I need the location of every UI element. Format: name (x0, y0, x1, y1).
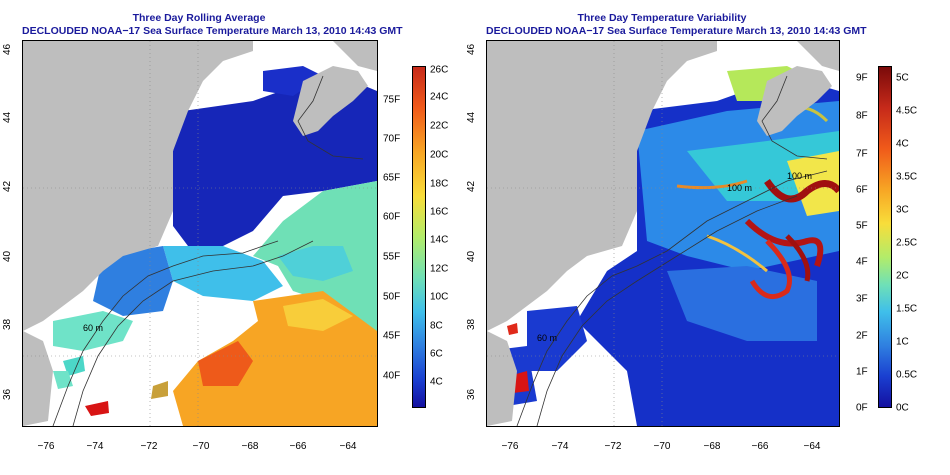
right-x-tick-label: −68 (703, 441, 721, 452)
left-colorbar-c-label: 26C (430, 64, 449, 76)
right-colorbar-c-label: 1.5C (896, 303, 918, 315)
left-colorbar-c-label: 18C (430, 178, 449, 190)
right-colorbar-c-label: 4C (896, 138, 909, 150)
left-x-tick-label: −70 (192, 441, 210, 452)
left-colorbar-f-label: 70F (383, 133, 401, 145)
left-y-tick-label: 36 (2, 388, 13, 400)
left-y-tick-label: 42 (2, 180, 13, 192)
right-map-title-line1: Three Day Temperature Variability (577, 12, 747, 24)
right-y-tick-label: 38 (466, 318, 477, 330)
right-x-tick-label: −74 (551, 441, 569, 452)
left-colorbar-c-label: 6C (430, 348, 443, 360)
left-colorbar-c-label: 12C (430, 263, 449, 275)
left-colorbar-f-label: 45F (383, 330, 401, 342)
right-colorbar-f-label: 9F (856, 72, 868, 84)
left-x-tick-label: −74 (86, 441, 104, 452)
left-sst-map-graphic: 60 m (23, 41, 377, 426)
right-colorbar-c-label: 2.5C (896, 237, 918, 249)
right-colorbar-c-label: 2C (896, 270, 909, 282)
right-colorbar-c-label: 4.5C (896, 105, 918, 117)
right-colorbar-c-label: 0C (896, 402, 909, 414)
right-variability-map-graphic: 100 m 100 m 60 m (487, 41, 839, 426)
right-colorbar-f-label: 3F (856, 293, 868, 305)
right-contour-label-2: 100 m (787, 171, 812, 181)
left-colorbar-c-label: 10C (430, 291, 449, 303)
right-colorbar-c-label: 0.5C (896, 369, 918, 381)
right-colorbar-c-label: 3C (896, 204, 909, 216)
right-colorbar-f-label: 1F (856, 366, 868, 378)
left-sst-map: 60 m (22, 40, 378, 427)
right-y-tick-label: 46 (466, 43, 477, 55)
right-x-tick-label: −64 (803, 441, 821, 452)
left-map-title-line2: DECLOUDED NOAA−17 Sea Surface Temperatur… (22, 25, 403, 37)
right-colorbar-c-label: 1C (896, 336, 909, 348)
left-colorbar-f-label: 40F (383, 370, 401, 382)
left-y-tick-label: 40 (2, 250, 13, 262)
left-colorbar-f-label: 60F (383, 211, 401, 223)
left-y-tick-label: 38 (2, 318, 13, 330)
right-variability-map: 100 m 100 m 60 m (486, 40, 840, 427)
right-x-tick-label: −66 (751, 441, 769, 452)
right-x-tick-label: −72 (604, 441, 622, 452)
left-x-tick-label: −68 (241, 441, 259, 452)
right-colorbar-f-label: 7F (856, 148, 868, 160)
right-colorbar-f-label: 5F (856, 220, 868, 232)
right-map-title: Three Day Temperature Variability DECLOU… (486, 12, 867, 38)
left-colorbar-c-label: 8C (430, 320, 443, 332)
right-colorbar (878, 66, 892, 408)
left-colorbar-c-label: 4C (430, 376, 443, 388)
left-colorbar-f-label: 75F (383, 94, 401, 106)
left-colorbar-c-label: 20C (430, 149, 449, 161)
right-colorbar-f-label: 0F (856, 402, 868, 414)
right-colorbar-f-label: 6F (856, 184, 868, 196)
left-colorbar-f-label: 50F (383, 291, 401, 303)
left-x-tick-label: −64 (339, 441, 357, 452)
right-colorbar-f-label: 2F (856, 330, 868, 342)
left-colorbar-c-label: 14C (430, 234, 449, 246)
left-colorbar (412, 66, 426, 408)
left-x-tick-label: −72 (140, 441, 158, 452)
right-colorbar-c-label: 5C (896, 72, 909, 84)
right-colorbar-f-label: 4F (856, 256, 868, 268)
right-colorbar-c-label: 3.5C (896, 171, 918, 183)
left-map-title: Three Day Rolling Average DECLOUDED NOAA… (22, 12, 403, 38)
right-x-tick-label: −70 (653, 441, 671, 452)
right-x-tick-label: −76 (501, 441, 519, 452)
left-x-tick-label: −66 (289, 441, 307, 452)
left-map-title-line1: Three Day Rolling Average (132, 12, 266, 24)
left-y-tick-label: 44 (2, 111, 13, 123)
right-y-tick-label: 36 (466, 388, 477, 400)
left-colorbar-f-label: 55F (383, 251, 401, 263)
left-x-tick-label: −76 (37, 441, 55, 452)
right-colorbar-f-label: 8F (856, 110, 868, 122)
right-y-tick-label: 42 (466, 180, 477, 192)
left-colorbar-c-label: 24C (430, 91, 449, 103)
right-y-tick-label: 40 (466, 250, 477, 262)
left-y-tick-label: 46 (2, 43, 13, 55)
left-colorbar-c-label: 16C (430, 206, 449, 218)
right-y-tick-label: 44 (466, 111, 477, 123)
right-contour-label-3: 60 m (537, 333, 557, 343)
left-colorbar-c-label: 22C (430, 120, 449, 132)
left-contour-label: 60 m (83, 323, 103, 333)
right-map-title-line2: DECLOUDED NOAA−17 Sea Surface Temperatur… (486, 25, 867, 37)
left-colorbar-f-label: 65F (383, 172, 401, 184)
